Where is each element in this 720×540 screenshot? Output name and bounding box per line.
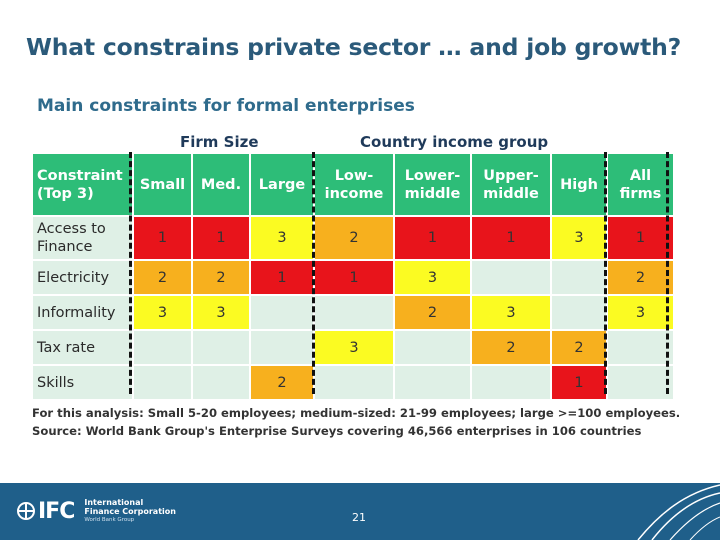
table-cell [315, 294, 395, 329]
org-line-3: World Bank Group [84, 516, 135, 523]
source-note: Source: World Bank Group's Enterprise Su… [32, 424, 642, 438]
table-cell [395, 329, 472, 364]
table-cell: 3 [193, 294, 251, 329]
table-row: Access to Finance 1 1 3 2 1 1 3 1 [33, 215, 675, 259]
header-large: Large [251, 154, 315, 215]
header-low-income: Low-income [315, 154, 395, 215]
chart-subtitle: Main constraints for formal enterprises [37, 96, 415, 116]
swoosh-decoration [637, 484, 720, 540]
row-label: Informality [33, 294, 134, 329]
table-cell: 3 [552, 215, 608, 259]
table-cell [134, 364, 193, 399]
table-row: Informality 3 3 2 3 3 [33, 294, 675, 329]
table-cell: 2 [472, 329, 552, 364]
page-number: 21 [352, 511, 366, 524]
header-upper-middle: Upper-middle [472, 154, 552, 215]
table-cell: 2 [193, 259, 251, 294]
table-header-row: Constraint (Top 3) Small Med. Large Low-… [33, 154, 675, 215]
group-label-firm-size: Firm Size [180, 133, 259, 151]
table-cell: 1 [472, 215, 552, 259]
logo-wordmark: IFC [38, 498, 75, 524]
row-label: Skills [33, 364, 134, 399]
divider-dashed-firm-size [312, 152, 315, 394]
table-cell [193, 364, 251, 399]
divider-dashed-constraint [129, 152, 132, 394]
row-label: Access to Finance [33, 215, 134, 259]
table-cell: 1 [395, 215, 472, 259]
table-cell: 2 [251, 364, 315, 399]
divider-dashed-all [666, 152, 669, 394]
table-cell: 2 [395, 294, 472, 329]
table-cell [472, 259, 552, 294]
analysis-note: For this analysis: Small 5-20 employees;… [32, 406, 681, 420]
table-cell: 1 [552, 364, 608, 399]
table-cell: 3 [315, 329, 395, 364]
table-cell: 3 [134, 294, 193, 329]
table-cell: 2 [315, 215, 395, 259]
table-cell [608, 364, 675, 399]
table-cell: 1 [193, 215, 251, 259]
row-label: Tax rate [33, 329, 134, 364]
table-row: Skills 2 1 [33, 364, 675, 399]
table-cell: 1 [134, 215, 193, 259]
table-cell: 3 [608, 294, 675, 329]
divider-dashed-income [604, 152, 607, 394]
table-cell: 2 [134, 259, 193, 294]
table-cell [251, 329, 315, 364]
table-cell [608, 329, 675, 364]
table-cell: 3 [395, 259, 472, 294]
org-line-2: Finance Corporation [84, 506, 176, 516]
constraints-table: Constraint (Top 3) Small Med. Large Low-… [33, 154, 675, 399]
globe-icon [17, 502, 35, 520]
table-cell [395, 364, 472, 399]
header-medium: Med. [193, 154, 251, 215]
table-row: Tax rate 3 2 2 [33, 329, 675, 364]
table-cell: 1 [608, 215, 675, 259]
table-cell [315, 364, 395, 399]
group-label-income: Country income group [360, 133, 549, 151]
header-high: High [552, 154, 608, 215]
table-cell [251, 294, 315, 329]
row-label: Electricity [33, 259, 134, 294]
table-cell [552, 294, 608, 329]
header-constraint: Constraint (Top 3) [33, 154, 134, 215]
org-line-1: International [84, 497, 144, 507]
header-small: Small [134, 154, 193, 215]
table-cell [193, 329, 251, 364]
header-lower-middle: Lower-middle [395, 154, 472, 215]
org-name: International Finance Corporation World … [84, 498, 176, 525]
table-cell: 3 [251, 215, 315, 259]
table-cell [134, 329, 193, 364]
ifc-logo: IFC International Finance Corporation Wo… [16, 498, 176, 524]
table-cell [472, 364, 552, 399]
table-row: Electricity 2 2 1 1 3 2 [33, 259, 675, 294]
table-cell: 1 [315, 259, 395, 294]
table-cell [552, 259, 608, 294]
table-cell: 2 [552, 329, 608, 364]
header-all-firms: All firms [608, 154, 675, 215]
slide-title: What constrains private sector … and job… [26, 33, 682, 61]
slide: What constrains private sector … and job… [26, 33, 682, 438]
table-cell: 1 [251, 259, 315, 294]
footer-bar: IFC International Finance Corporation Wo… [0, 483, 720, 540]
table-cell: 2 [608, 259, 675, 294]
table-cell: 3 [472, 294, 552, 329]
